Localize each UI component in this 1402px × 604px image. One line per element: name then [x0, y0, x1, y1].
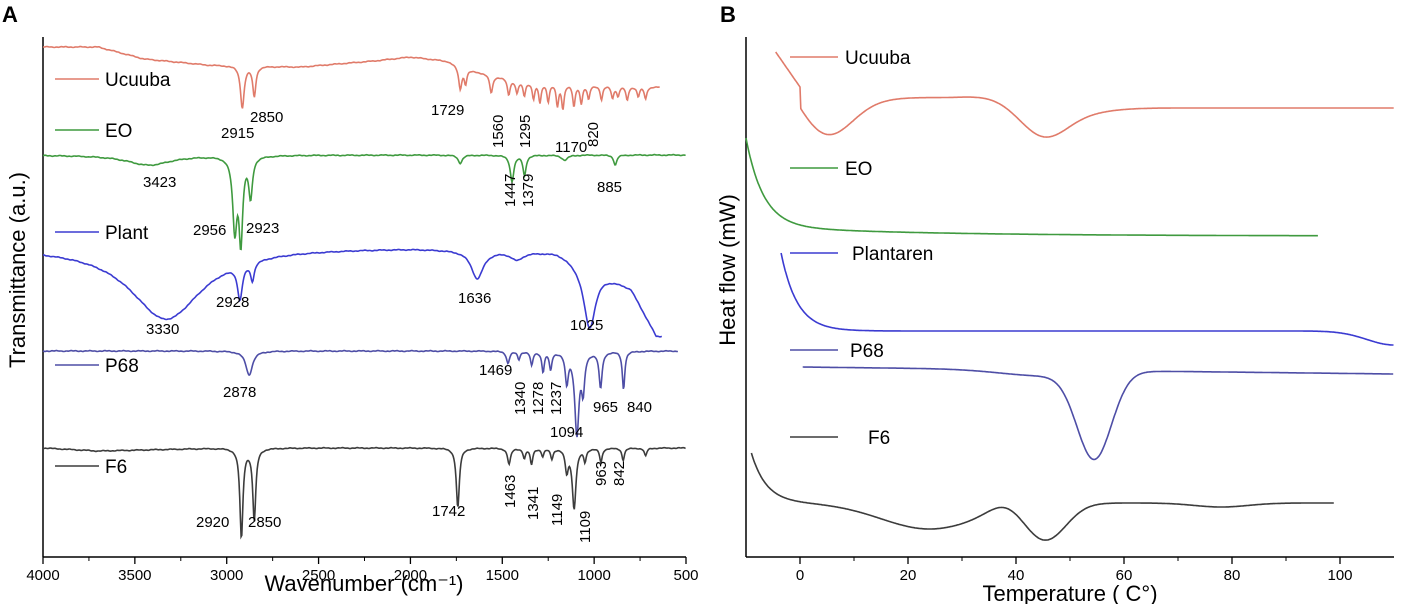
- panel-label-a: A: [2, 2, 18, 27]
- spectrum-line-f6: [43, 446, 686, 540]
- x-tick-label: 1000: [577, 567, 610, 584]
- legend-label-eo: EO: [845, 159, 872, 180]
- legend-label-p68: P68: [850, 341, 884, 362]
- legend-label-ucuuba: Ucuuba: [105, 70, 171, 91]
- peak-label: 2878: [223, 384, 256, 401]
- peak-label: 1341: [525, 487, 542, 520]
- x-tick-label: 20: [900, 567, 917, 584]
- legend-label-p68: P68: [105, 356, 139, 377]
- peak-label: 2923: [246, 220, 279, 237]
- peak-label: 1463: [502, 475, 519, 508]
- y-axis-title: Transmittance (a.u.): [5, 172, 30, 368]
- x-tick-label: 3000: [210, 567, 243, 584]
- peak-label: 1636: [458, 290, 491, 307]
- peak-label: 1729: [431, 102, 464, 119]
- spectrum-line-ucuuba: [42, 45, 660, 110]
- peak-label: 2920: [196, 514, 229, 531]
- peak-label: 2928: [216, 294, 249, 311]
- peak-label: 820: [585, 122, 602, 147]
- peak-label: 1109: [577, 511, 594, 543]
- x-tick-label: 100: [1327, 567, 1352, 584]
- panel-label-b: B: [720, 2, 736, 27]
- x-tick-label: 2000: [394, 567, 427, 584]
- x-tick-label: 500: [673, 567, 698, 584]
- x-tick-label: 1500: [486, 567, 519, 584]
- ftir-panel: A 4000 3500 3000 2500 2000 1500 1000 500 Wavenumb…: [2, 2, 699, 596]
- x-tick-label: 0: [796, 567, 804, 584]
- x-tick-label: 3500: [118, 567, 151, 584]
- spectrum-line-p68: [42, 349, 678, 438]
- x-tick-label: 80: [1224, 567, 1241, 584]
- x-tick-label: 60: [1116, 567, 1133, 584]
- peak-label: 1379: [520, 174, 537, 207]
- peak-label: 1149: [549, 494, 566, 526]
- peak-label: 1469: [479, 362, 512, 379]
- x-tick-label: 2500: [302, 567, 335, 584]
- peak-label: 3423: [143, 174, 176, 191]
- peak-label: 840: [627, 399, 652, 416]
- dsc-line-ucuuba: [775, 51, 1394, 138]
- legend-label-ucuuba: Ucuuba: [845, 48, 911, 69]
- peak-label: 963: [593, 461, 610, 486]
- peak-label: 1094: [550, 424, 583, 441]
- peak-label: 842: [611, 461, 628, 486]
- peak-label: 1742: [432, 503, 465, 520]
- peak-label: 1237: [548, 382, 565, 415]
- dsc-line-p68: [802, 366, 1394, 461]
- peak-label: 885: [597, 179, 622, 196]
- x-axis-title: Wavenumber (cm⁻¹): [264, 571, 463, 596]
- legend-label-plant: Plant: [105, 223, 149, 244]
- x-tick-label: 40: [1008, 567, 1025, 584]
- peak-label: 3330: [146, 321, 179, 338]
- dsc-line-plantaren: [780, 252, 1394, 346]
- x-axis-title: Temperature ( C°): [982, 581, 1157, 604]
- peak-label: 1560: [490, 115, 507, 148]
- dsc-panel: B 0 20 40 60 80 100 Temperature ( C°) Heat flow …: [715, 2, 1394, 604]
- x-tick-label: 4000: [26, 567, 59, 584]
- dsc-line-eo: [745, 137, 1318, 237]
- y-axis-title: Heat flow (mW): [715, 194, 740, 346]
- peak-label: 1340: [512, 382, 529, 415]
- legend-label-f6: F6: [868, 428, 890, 449]
- spectrum-line-plant: [43, 248, 663, 338]
- peak-label: 965: [593, 399, 618, 416]
- spectrum-line-eo: [42, 153, 686, 251]
- peak-label: 1447: [502, 174, 519, 207]
- legend-label-f6: F6: [105, 457, 127, 478]
- peak-label: 1295: [517, 115, 534, 148]
- legend-label-plantaren: Plantaren: [852, 244, 933, 265]
- legend-label-eo: EO: [105, 121, 132, 142]
- peak-label: 2850: [248, 514, 281, 531]
- peak-label: 1170: [555, 139, 587, 156]
- peak-label: 2850: [250, 109, 283, 126]
- peak-label: 2915: [221, 125, 254, 142]
- dsc-line-f6: [750, 452, 1334, 541]
- peak-label: 1025: [570, 317, 603, 334]
- peak-label: 1278: [530, 382, 547, 415]
- peak-label: 2956: [193, 222, 226, 239]
